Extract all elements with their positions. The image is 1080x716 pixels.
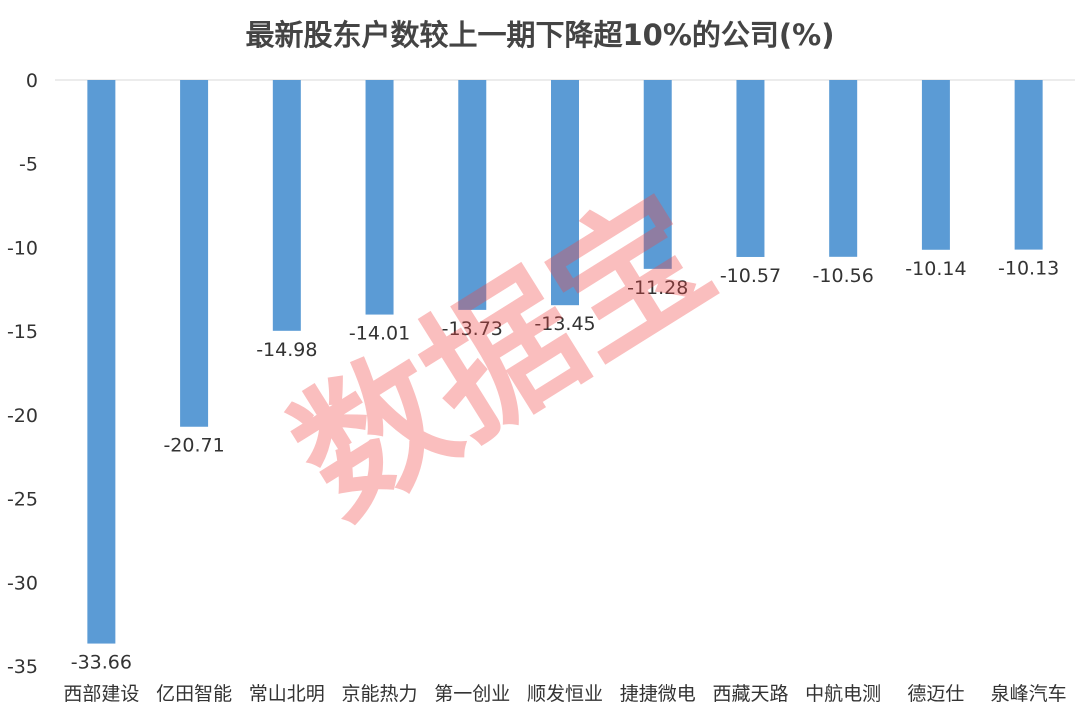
- data-label: -14.01: [349, 323, 410, 345]
- bar: [643, 80, 672, 269]
- data-label: -10.56: [813, 265, 874, 287]
- y-tick-label: -35: [7, 656, 38, 678]
- bar: [87, 80, 116, 644]
- bar: [365, 80, 394, 315]
- data-label: -13.73: [442, 318, 503, 340]
- data-label: -13.45: [534, 313, 595, 335]
- bar: [272, 80, 301, 331]
- category-label: 常山北明: [249, 683, 325, 705]
- y-tick-label: -5: [19, 154, 38, 176]
- category-label: 捷捷微电: [620, 683, 696, 705]
- y-tick-label: -25: [7, 489, 38, 511]
- bar: [921, 80, 950, 250]
- data-label: -10.57: [720, 265, 781, 287]
- bar: [180, 80, 209, 427]
- chart-title: 最新股东户数较上一期下降超10%的公司(%): [245, 18, 835, 52]
- data-label: -10.13: [998, 258, 1059, 280]
- bar: [1014, 80, 1043, 250]
- y-tick-label: -20: [7, 405, 38, 427]
- bar: [829, 80, 858, 257]
- y-tick-label: -10: [7, 237, 38, 259]
- category-label: 西藏天路: [712, 683, 788, 705]
- y-tick-label: -15: [7, 321, 38, 343]
- y-tick-label: -30: [7, 572, 38, 594]
- category-label: 第一创业: [434, 683, 510, 705]
- bar: [458, 80, 487, 310]
- category-label: 西部建设: [63, 683, 139, 705]
- category-label: 中航电测: [805, 683, 881, 705]
- bar: [551, 80, 579, 306]
- category-label: 京能热力: [342, 683, 418, 705]
- category-label: 顺发恒业: [527, 683, 603, 705]
- category-label: 德迈仕: [907, 683, 964, 705]
- watermark: 数据宝: [266, 164, 740, 550]
- y-axis: 0 -5 -10 -15 -20 -25 -30 -35: [7, 70, 1075, 678]
- data-label: -14.98: [256, 339, 317, 361]
- data-labels-group: -33.66 -20.71 -14.98 -14.01 -13.73 -13.45 -11.…: [71, 258, 1060, 674]
- bars-group: [87, 80, 1043, 644]
- y-tick-label: 0: [26, 70, 38, 92]
- data-label: -10.14: [905, 258, 966, 280]
- category-labels-group: 西部建设 亿田智能 常山北明 京能热力 第一创业 顺发恒业 捷捷微电 西藏天路 中航电测 德迈仕 泉…: [63, 683, 1066, 705]
- data-label: -33.66: [71, 652, 132, 674]
- data-label: -11.28: [627, 277, 688, 299]
- bar: [736, 80, 765, 257]
- data-label: -20.71: [163, 435, 224, 457]
- category-label: 亿田智能: [156, 683, 232, 705]
- category-label: 泉峰汽车: [991, 683, 1067, 705]
